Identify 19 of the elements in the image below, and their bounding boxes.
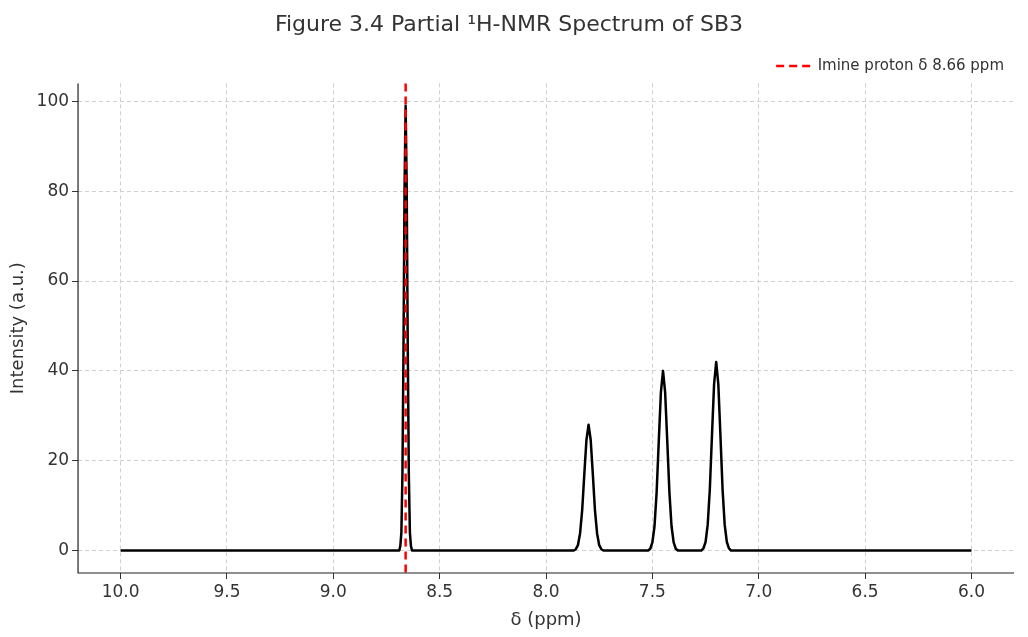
x-tick-label: 7.5 (638, 580, 666, 601)
x-tick-label: 6.5 (851, 580, 879, 601)
chart-title: Figure 3.4 Partial ¹H-NMR Spectrum of SB3 (274, 10, 744, 36)
x-tick-label: 8.0 (532, 580, 560, 601)
x-axis-title: δ (ppm) (510, 607, 582, 629)
x-tick-label: 7.0 (745, 580, 773, 601)
y-tick-label: 0 (58, 538, 70, 559)
y-tick-label: 80 (47, 179, 70, 200)
y-tick-label: 60 (47, 269, 70, 290)
x-tick-label: 10.0 (101, 580, 140, 601)
y-tick-label: 100 (36, 89, 70, 110)
x-tick-label: 9.0 (319, 580, 347, 601)
x-tick-label: 8.5 (426, 580, 454, 601)
y-tick-label: 20 (47, 449, 70, 470)
y-axis-title: Intensity (a.u.) (6, 262, 28, 395)
y-tick-label: 40 (47, 359, 70, 380)
x-tick-label: 6.0 (957, 580, 985, 601)
x-tick-label: 9.5 (213, 580, 241, 601)
legend-label: Imine proton δ 8.66 ppm (817, 55, 1004, 74)
